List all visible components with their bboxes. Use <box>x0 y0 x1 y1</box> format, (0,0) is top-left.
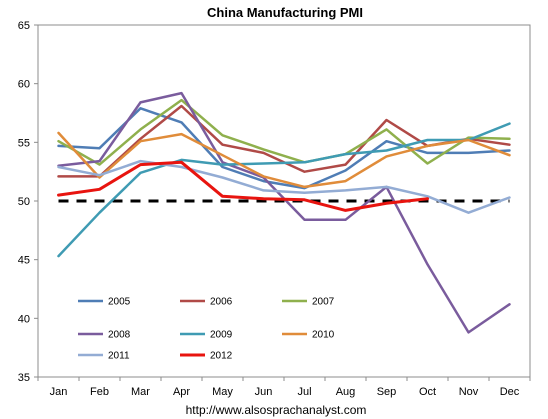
series-line-2010 <box>57 131 511 189</box>
legend-label-2005: 2005 <box>108 297 131 308</box>
legend-label-2007: 2007 <box>312 297 335 308</box>
series-line-2005 <box>57 107 511 190</box>
legend-label-2006: 2006 <box>210 297 233 308</box>
series-line-2009 <box>57 122 511 258</box>
x-tick-label: Oct <box>419 386 436 398</box>
x-tick-label: Nov <box>459 386 479 398</box>
series-group <box>57 91 511 334</box>
y-tick-label: 40 <box>18 313 30 325</box>
x-tick-label: Apr <box>173 386 190 398</box>
legend-label-2012: 2012 <box>210 351 233 362</box>
y-tick-label: 35 <box>18 372 30 384</box>
legend-label-2009: 2009 <box>210 330 233 341</box>
x-tick-label: Feb <box>90 386 109 398</box>
x-tick-label: Aug <box>336 386 356 398</box>
series-line-2007 <box>57 98 511 166</box>
x-tick-label: Dec <box>500 386 520 398</box>
y-axis: 35 40 45 50 55 60 65 <box>18 20 38 384</box>
y-tick-label: 60 <box>18 79 30 91</box>
x-tick-label: Jan <box>50 386 68 398</box>
x-tick-label: Sep <box>377 386 397 398</box>
chart-title: China Manufacturing PMI <box>207 5 363 20</box>
x-tick-label: Jun <box>255 386 273 398</box>
x-tick-label: Mar <box>131 386 150 398</box>
legend: 2005 2006 2007 2008 2009 2010 2011 2012 <box>78 297 335 362</box>
series-line-2012 <box>57 160 429 212</box>
y-tick-label: 55 <box>18 137 30 149</box>
x-axis: Jan Feb Mar Apr May Jun Jul Aug Sep Oct Nov Dec <box>37 377 531 398</box>
legend-label-2010: 2010 <box>312 330 335 341</box>
y-tick-label: 45 <box>18 255 30 267</box>
y-tick-label: 50 <box>18 196 30 208</box>
footer-url: http://www.alsosprachanalyst.com <box>186 403 367 417</box>
y-tick-label: 65 <box>18 20 30 32</box>
series-line-2011 <box>57 159 511 214</box>
legend-label-2008: 2008 <box>108 330 131 341</box>
x-tick-label: Jul <box>297 386 311 398</box>
legend-label-2011: 2011 <box>108 351 130 362</box>
x-tick-label: May <box>212 386 233 398</box>
